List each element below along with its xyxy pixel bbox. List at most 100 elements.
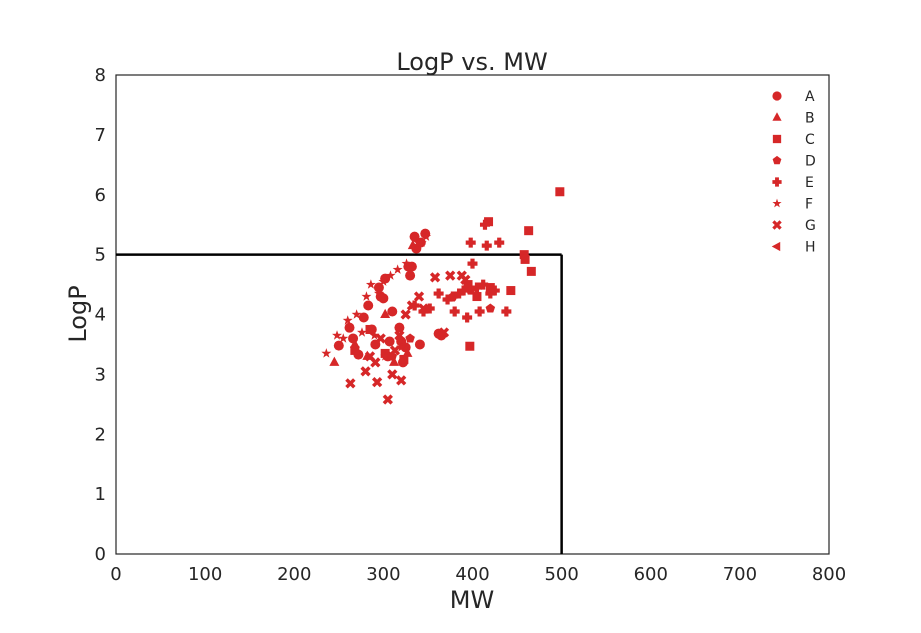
data-points (321, 187, 565, 405)
y-tick-label: 0 (95, 544, 106, 565)
y-axis-title: LogP (64, 285, 92, 342)
legend-marker-f (772, 198, 782, 208)
y-axis-ticks: 0 1 2 3 4 5 6 7 8 (95, 65, 106, 565)
y-tick-label: 6 (95, 185, 106, 206)
point-series-f (356, 327, 367, 337)
chart-title: LogP vs. MW (396, 48, 547, 76)
point-series-g (438, 327, 450, 338)
x-tick-label: 100 (188, 564, 222, 585)
point-series-c (485, 283, 495, 293)
point-series-e (447, 291, 458, 302)
point-series-f (373, 288, 384, 298)
point-series-g (345, 378, 356, 389)
x-tick-label: 800 (812, 564, 846, 585)
point-series-e (467, 258, 478, 269)
point-series-g (406, 300, 418, 311)
point-series-g (418, 303, 429, 314)
point-series-e (489, 285, 500, 296)
point-series-e (424, 303, 435, 314)
point-series-e (458, 285, 469, 296)
point-series-g (371, 377, 383, 388)
legend-marker-b (772, 112, 782, 121)
point-series-f (369, 330, 380, 340)
y-tick-label: 1 (95, 484, 106, 505)
x-tick-label: 600 (634, 564, 668, 585)
point-series-b (389, 356, 400, 366)
point-series-f (421, 231, 432, 241)
legend-label-b: B (805, 111, 815, 127)
point-series-e (478, 279, 489, 290)
legend-label-h: H (805, 240, 816, 256)
point-series-g (389, 345, 401, 356)
point-series-f (378, 276, 389, 286)
legend-marker-h (771, 241, 781, 252)
point-series-e (449, 306, 460, 317)
point-series-g (396, 375, 407, 386)
point-series-e (442, 294, 453, 305)
legend-label-e: E (805, 175, 814, 191)
point-series-c (484, 217, 494, 227)
x-tick-label: 700 (723, 564, 757, 585)
point-series-g (360, 366, 371, 377)
point-series-c (524, 226, 534, 236)
point-series-e (418, 306, 429, 317)
y-tick-label: 8 (95, 65, 106, 86)
point-series-a (409, 231, 420, 242)
point-series-d (387, 351, 398, 361)
point-series-g (413, 291, 425, 302)
point-series-b (407, 239, 418, 250)
plot-area (115, 74, 830, 555)
point-series-a (358, 312, 369, 323)
point-series-f (342, 315, 353, 325)
point-series-g (460, 274, 471, 285)
point-series-a (414, 339, 425, 350)
point-series-e (479, 219, 490, 230)
point-series-f (413, 237, 424, 247)
point-series-c (520, 254, 530, 264)
point-series-c (350, 345, 360, 355)
point-series-f (365, 279, 376, 289)
point-series-f (361, 291, 372, 301)
point-series-c (365, 324, 375, 334)
x-tick-label: 400 (455, 564, 489, 585)
point-series-c (472, 292, 482, 302)
point-series-e (462, 312, 473, 323)
legend-marker-g (772, 220, 782, 230)
point-series-c (506, 286, 516, 296)
point-series-c (519, 250, 529, 260)
legend-marker-c (772, 134, 782, 144)
point-series-a (363, 300, 374, 311)
y-tick-label: 5 (95, 245, 106, 266)
point-series-b (402, 347, 413, 357)
legend-marker-a (772, 91, 782, 101)
x-tick-label: 300 (366, 564, 400, 585)
point-series-a (405, 270, 416, 281)
point-series-e (465, 237, 476, 248)
legend-marker-e (772, 177, 782, 187)
point-series-d (485, 303, 496, 313)
point-series-g (382, 394, 393, 405)
point-series-a (333, 340, 344, 351)
point-series-f (338, 333, 349, 343)
point-series-f (392, 264, 403, 274)
point-series-g (400, 309, 411, 320)
point-series-f (351, 309, 362, 319)
point-series-g (375, 333, 386, 344)
y-tick-label: 3 (95, 364, 106, 385)
point-series-c (465, 341, 475, 351)
point-series-f (416, 237, 427, 247)
point-series-a (406, 261, 417, 272)
point-series-b (349, 338, 360, 348)
point-series-g (387, 369, 398, 380)
point-series-a (344, 322, 355, 333)
point-series-c (399, 354, 409, 364)
point-series-a (373, 282, 384, 293)
point-series-f (380, 351, 391, 361)
legend-label-f: F (805, 197, 813, 213)
legend-label-g: G (805, 218, 816, 234)
point-series-e (485, 288, 496, 299)
point-series-b (380, 308, 391, 318)
point-series-g (445, 270, 456, 281)
